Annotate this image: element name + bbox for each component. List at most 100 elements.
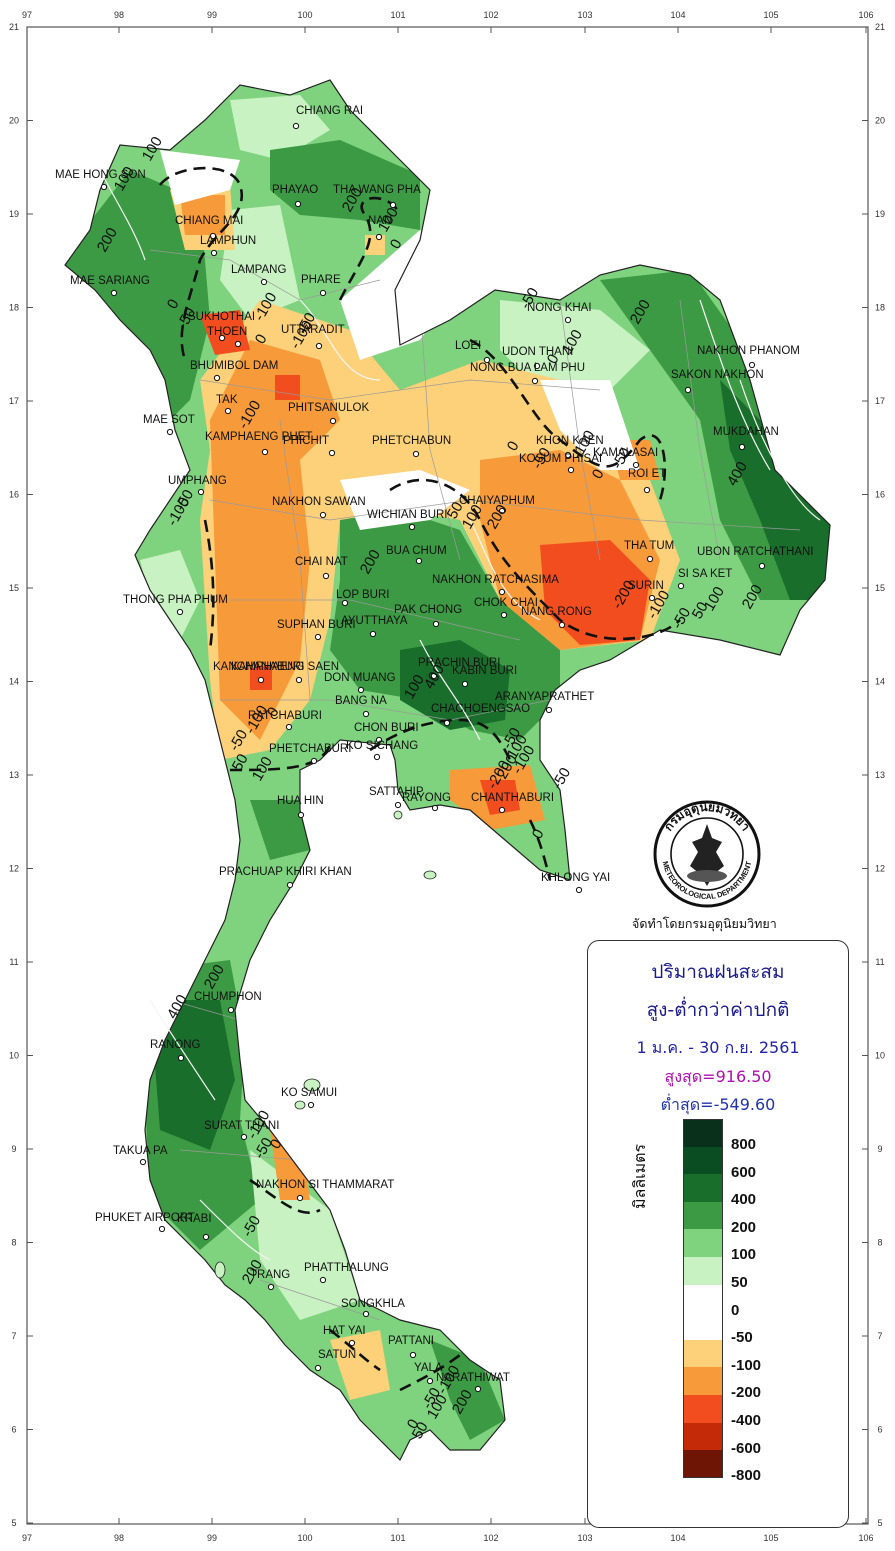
station-dot — [758, 562, 766, 570]
station-label: RATCHABURI — [248, 710, 322, 722]
lat-tick-right: 21 — [875, 22, 885, 32]
station-label: ROI ET — [628, 468, 666, 480]
legend-title: ปริมาณฝนสะสม — [651, 961, 785, 983]
station-label: KABIN BURI — [452, 665, 517, 677]
station-dot — [295, 676, 303, 684]
lat-tick-right: 5 — [877, 1518, 882, 1528]
station-label: AYUTTHAYA — [341, 615, 408, 627]
station-label: THOEN — [207, 326, 247, 338]
lon-tick-top: 102 — [483, 10, 498, 20]
station-dot — [474, 1385, 482, 1393]
station-dot — [285, 723, 293, 731]
station-label: SI SA KET — [678, 568, 732, 580]
legend-swatch — [683, 1394, 723, 1423]
lat-tick-right: 20 — [875, 116, 885, 126]
lat-tick-left: 20 — [9, 116, 19, 126]
station-dot — [341, 599, 349, 607]
station-label: NARATHIWAT — [436, 1372, 510, 1384]
station-label: CHON BURI — [354, 722, 419, 734]
station-label: MAE SOT — [143, 414, 195, 426]
legend-level-label: 800 — [731, 1136, 757, 1153]
station-label: PATTANI — [388, 1335, 434, 1347]
unit-label: มิลลิเมตร — [630, 1143, 649, 1209]
legend-swatch — [683, 1146, 723, 1175]
station-label: PAK CHONG — [394, 604, 462, 616]
station-label: HAT YAI — [323, 1325, 366, 1337]
station-dot — [234, 340, 242, 348]
station-dot — [329, 417, 337, 425]
lon-tick-top: 100 — [297, 10, 312, 20]
lat-tick-right: 6 — [877, 1425, 882, 1435]
station-label: DON MUANG — [324, 672, 396, 684]
station-dot — [498, 806, 506, 814]
station-label: SONGKHLA — [341, 1298, 405, 1310]
station-dot — [408, 523, 416, 531]
station-label: PRACHUAP KHIRI KHAN — [219, 866, 352, 878]
station-dot — [738, 443, 746, 451]
legend-level-label: 400 — [731, 1191, 757, 1209]
lon-tick-top: 103 — [577, 10, 592, 20]
station-dot — [412, 450, 420, 458]
station-dot — [310, 757, 318, 765]
station-dot — [328, 449, 336, 457]
station-label: NAN — [368, 215, 392, 227]
station-dot — [432, 620, 440, 628]
lon-tick-bottom: 103 — [577, 1533, 592, 1543]
station-dot — [461, 680, 469, 688]
station-dot — [294, 200, 302, 208]
lat-tick-left: 18 — [9, 303, 19, 313]
legend-swatch — [683, 1119, 723, 1147]
station-dot — [430, 672, 438, 680]
station-dot — [575, 886, 583, 894]
station-dot — [373, 753, 381, 761]
contour-value-label: 50 — [689, 599, 712, 622]
lat-tick-left: 10 — [9, 1051, 19, 1061]
legend-swatch — [683, 1284, 723, 1313]
legend-level-label: 200 — [731, 1218, 757, 1236]
station-label: KO SICHANG — [346, 740, 418, 752]
station-dot — [483, 356, 491, 364]
station-dot — [319, 1276, 327, 1284]
station-label: KANCHANABURI — [213, 661, 304, 673]
station-label: THA WANG PHA — [333, 184, 421, 196]
lat-tick-right: 14 — [875, 677, 885, 687]
lat-tick-right: 10 — [875, 1051, 885, 1061]
station-label: MAE HONG SON — [55, 169, 146, 181]
station-label: KAMPHAENG PHET — [205, 431, 312, 443]
contour-value-label: 50 — [409, 1419, 432, 1442]
station-dot — [394, 801, 402, 809]
legend-level-label: 100 — [731, 1246, 757, 1264]
station-label: SURIN — [628, 580, 664, 592]
lon-tick-bottom: 102 — [483, 1533, 498, 1543]
station-label: SUPHAN BURI — [277, 619, 356, 631]
station-dot — [357, 686, 365, 694]
legend-swatch — [683, 1339, 723, 1368]
lat-tick-left: 17 — [9, 396, 19, 406]
station-dot — [567, 466, 575, 474]
legend-swatch — [683, 1367, 723, 1395]
station-label: CHANTHABURI — [471, 792, 554, 804]
station-dot — [322, 572, 330, 580]
station-label: TRANG — [250, 1269, 290, 1281]
station-label: BANG NA — [335, 695, 387, 707]
station-dot — [158, 1225, 166, 1233]
lon-tick-bottom: 100 — [297, 1533, 312, 1543]
station-label: WICHIAN BURI — [367, 509, 448, 521]
station-label: CHACHOENGSAO — [431, 703, 530, 715]
station-dot — [307, 1101, 315, 1109]
station-label: TAKUA PA — [113, 1145, 168, 1157]
station-dot — [646, 555, 654, 563]
axis-ticks: 9797989899991001001011011021021031031041… — [9, 10, 885, 1543]
station-label: LOEI — [455, 340, 481, 352]
station-dot — [533, 362, 541, 370]
lat-tick-left: 12 — [9, 864, 19, 874]
station-dot — [500, 611, 508, 619]
station-label: KRABI — [177, 1213, 212, 1225]
station-label: PHUKET AIRPORT — [95, 1212, 195, 1224]
station-dot — [224, 407, 232, 415]
lon-tick-top: 101 — [390, 10, 405, 20]
station-dot — [348, 1339, 356, 1347]
legend-period: 1 ม.ค. - 30 ก.ย. 2561 — [636, 1038, 800, 1057]
station-label: HUA HIN — [277, 795, 324, 807]
